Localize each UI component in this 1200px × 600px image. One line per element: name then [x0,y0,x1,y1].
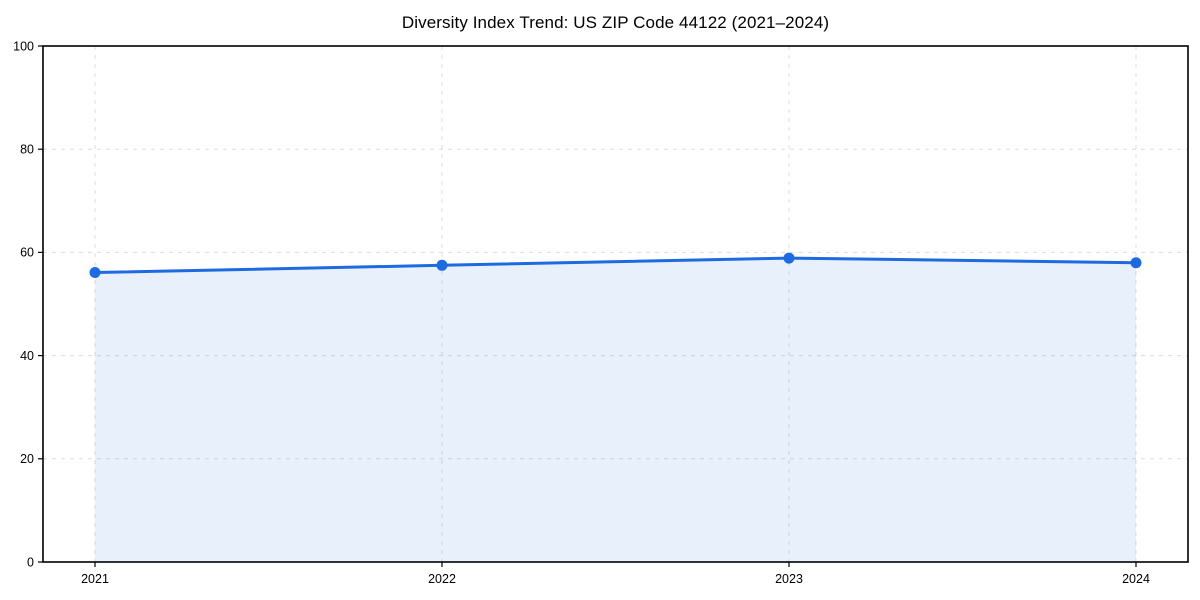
data-point-2024 [1130,257,1142,269]
y-tick-label: 80 [20,143,34,157]
x-tick-label: 2022 [428,572,456,586]
x-tick-label: 2021 [81,572,109,586]
trend-line [93,256,1138,275]
y-tick-label: 40 [20,349,34,363]
area-fill [95,258,1136,562]
y-tick-label: 0 [27,555,34,569]
x-tick-label: 2024 [1122,572,1150,586]
chart-title: Diversity Index Trend: US ZIP Code 44122… [401,13,830,32]
data-point-2023 [783,252,795,264]
plot-frame [42,45,1189,563]
data-point-2022 [436,259,448,271]
x-tick-label: 2023 [775,572,803,586]
y-tick-label: 60 [20,246,34,260]
y-tick-label: 100 [13,39,34,53]
data-point-2021 [89,267,101,279]
y-tick-label: 20 [20,452,34,466]
